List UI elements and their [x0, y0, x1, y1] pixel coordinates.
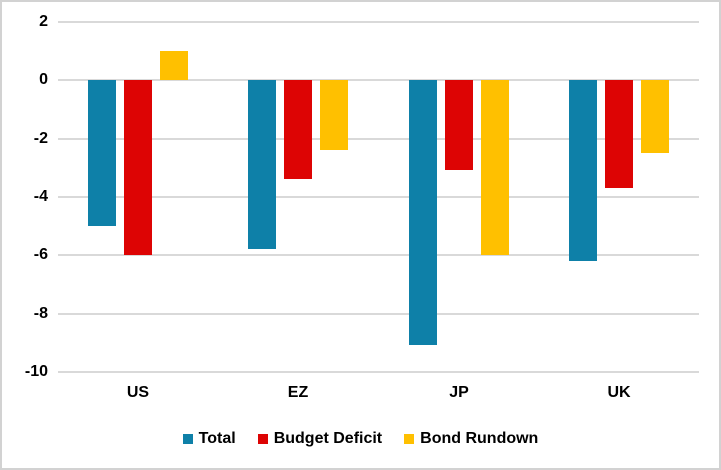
- category-label-uk: UK: [607, 384, 631, 401]
- category-label-jp: JP: [449, 384, 469, 401]
- gridline-y--2: [58, 138, 699, 140]
- gridline-y--6: [58, 254, 699, 256]
- gridline-y-0: [58, 79, 699, 81]
- gridline-y-2: [58, 21, 699, 23]
- y-axis-tick-label: 0: [39, 71, 48, 88]
- bar-total-ez[interactable]: [248, 80, 276, 249]
- bar-budget-deficit-ez[interactable]: [284, 80, 312, 179]
- bar-total-jp[interactable]: [409, 80, 437, 345]
- legend-label: Total: [198, 430, 236, 447]
- legend-label: Bond Rundown: [420, 430, 539, 447]
- legend-item-bond-rundown[interactable]: Bond Rundown: [404, 430, 538, 448]
- bar-budget-deficit-uk[interactable]: [605, 80, 633, 188]
- legend-item-total[interactable]: Total: [182, 430, 236, 448]
- y-axis-tick-label: -2: [33, 130, 48, 147]
- legend-swatch-icon: [404, 434, 415, 444]
- bar-budget-deficit-jp[interactable]: [445, 80, 473, 170]
- legend-swatch-icon: [257, 434, 268, 444]
- legend-swatch-icon: [182, 434, 193, 444]
- gridline-y--8: [58, 313, 699, 315]
- y-axis-tick-label: -4: [33, 188, 48, 205]
- y-axis-tick-label: -10: [24, 363, 48, 380]
- bar-bond-rundown-uk[interactable]: [641, 80, 669, 153]
- gridline-y--4: [58, 196, 699, 198]
- bar-bond-rundown-jp[interactable]: [481, 80, 509, 255]
- category-label-us: US: [126, 384, 150, 401]
- y-axis-tick-label: 2: [39, 13, 48, 30]
- category-label-ez: EZ: [287, 384, 309, 401]
- bar-total-uk[interactable]: [569, 80, 597, 261]
- legend: Total Budget Deficit Bond Rundown: [2, 430, 719, 448]
- bar-bond-rundown-us[interactable]: [160, 51, 188, 80]
- legend-label: Budget Deficit: [273, 430, 383, 447]
- bar-bond-rundown-ez[interactable]: [320, 80, 348, 150]
- legend-item-budget-deficit[interactable]: Budget Deficit: [257, 430, 383, 448]
- bar-budget-deficit-us[interactable]: [124, 80, 152, 255]
- gridline-y--10: [58, 371, 699, 373]
- y-axis-tick-label: -6: [33, 246, 48, 263]
- bar-total-us[interactable]: [88, 80, 116, 226]
- y-axis-tick-label: -8: [33, 305, 48, 322]
